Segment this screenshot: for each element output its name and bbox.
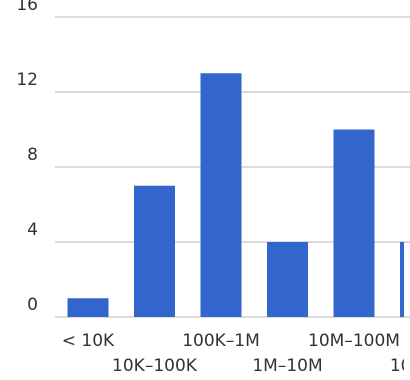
y-tick-label-16: 16 [16, 0, 38, 15]
x-tick-label-3: 1M–10M [252, 356, 322, 376]
gridlines [55, 16, 410, 318]
x-tick-label-1: 10K–100K [112, 356, 198, 376]
y-tick-label-0: 0 [27, 295, 38, 315]
y-axis-tick-labels: 0 4 8 12 16 [16, 0, 38, 315]
x-axis-tick-labels: < 10K 10K–100K 100K–1M 1M–10M 10M–100M 100M+ [62, 331, 410, 376]
bar-0 [67, 298, 109, 317]
x-tick-label-5: 100M+ [390, 356, 410, 376]
bar-4 [333, 129, 375, 317]
bar-5 [400, 242, 404, 317]
y-tick-label-8: 8 [27, 145, 38, 165]
bar-3 [267, 242, 308, 317]
x-tick-label-2: 100K–1M [182, 331, 260, 351]
bar-1 [134, 185, 175, 317]
y-tick-label-4: 4 [27, 220, 38, 240]
x-tick-label-0: < 10K [62, 331, 115, 351]
y-tick-label-12: 12 [16, 70, 38, 90]
x-tick-label-4: 10M–100M [308, 331, 400, 351]
bars [67, 73, 404, 317]
bar-2 [200, 73, 242, 317]
